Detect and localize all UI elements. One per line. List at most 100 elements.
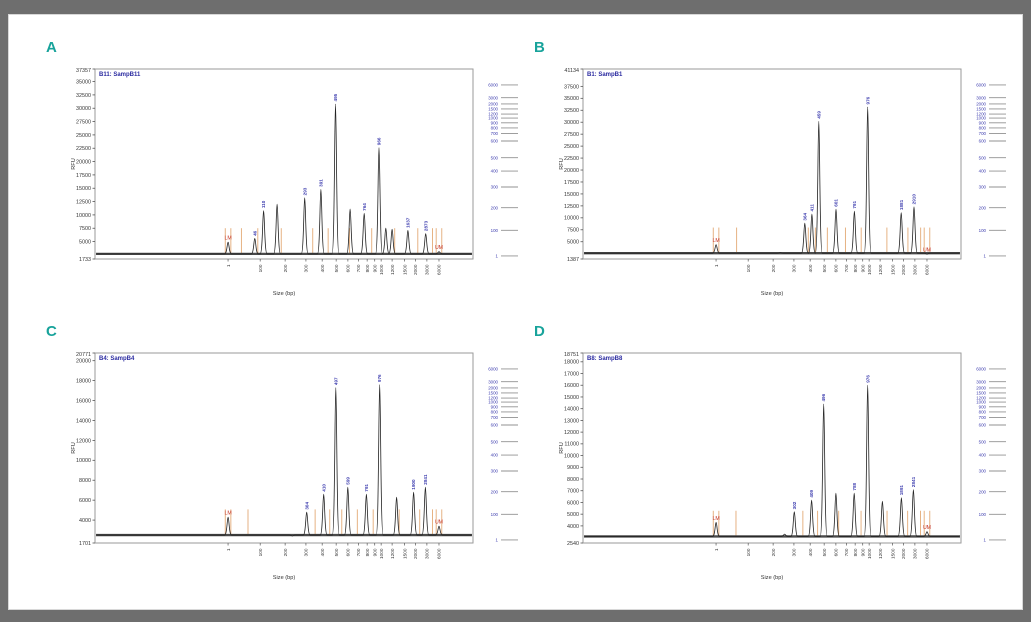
svg-text:400: 400 (320, 264, 325, 272)
svg-text:700: 700 (491, 131, 499, 136)
svg-text:1000: 1000 (379, 548, 384, 559)
svg-text:20000: 20000 (76, 359, 91, 365)
svg-text:300: 300 (491, 469, 499, 474)
svg-text:16000: 16000 (564, 383, 579, 389)
svg-text:800: 800 (365, 264, 370, 272)
svg-text:200: 200 (491, 205, 499, 210)
svg-text:1000: 1000 (379, 264, 384, 275)
svg-text:976: 976 (865, 96, 870, 104)
svg-text:RFU: RFU (71, 442, 77, 454)
svg-text:200: 200 (979, 205, 987, 210)
svg-text:1701: 1701 (79, 541, 91, 547)
svg-text:6000: 6000 (976, 367, 986, 372)
svg-text:1500: 1500 (488, 391, 498, 396)
svg-text:2000: 2000 (488, 102, 498, 107)
svg-text:600: 600 (491, 423, 499, 428)
svg-text:900: 900 (372, 264, 377, 272)
svg-text:800: 800 (979, 126, 987, 131)
svg-text:900: 900 (860, 548, 865, 556)
svg-text:1891: 1891 (899, 485, 904, 496)
svg-text:1: 1 (714, 548, 719, 551)
svg-text:800: 800 (853, 548, 858, 556)
svg-text:600: 600 (346, 548, 351, 556)
svg-text:25000: 25000 (564, 144, 579, 150)
svg-text:B1: SampB1: B1: SampB1 (587, 72, 623, 78)
svg-text:41134: 41134 (564, 68, 579, 74)
svg-text:17500: 17500 (76, 173, 91, 179)
svg-text:Size (bp): Size (bp) (761, 575, 784, 581)
svg-text:300: 300 (792, 548, 797, 556)
svg-text:100: 100 (491, 512, 499, 517)
svg-text:200: 200 (771, 548, 776, 556)
svg-text:900: 900 (491, 404, 499, 409)
svg-text:2000: 2000 (901, 548, 906, 559)
svg-text:788: 788 (852, 482, 857, 490)
svg-text:1500: 1500 (402, 264, 407, 275)
svg-text:14000: 14000 (564, 407, 579, 413)
svg-text:300: 300 (491, 185, 499, 190)
svg-text:900: 900 (979, 404, 987, 409)
svg-text:500: 500 (334, 264, 339, 272)
svg-text:2873: 2873 (423, 220, 428, 231)
svg-text:4000: 4000 (79, 518, 91, 524)
svg-text:400: 400 (808, 264, 813, 272)
svg-text:1000: 1000 (976, 116, 986, 121)
svg-text:17500: 17500 (564, 180, 579, 186)
svg-text:6000: 6000 (488, 83, 498, 88)
svg-text:20771: 20771 (76, 352, 91, 358)
svg-text:RFU: RFU (559, 442, 565, 454)
svg-text:3000: 3000 (488, 379, 498, 384)
svg-text:20000: 20000 (564, 168, 579, 174)
svg-text:6000: 6000 (567, 500, 579, 506)
svg-text:B4: SampB4: B4: SampB4 (99, 356, 135, 362)
svg-text:800: 800 (853, 264, 858, 272)
svg-text:1000: 1000 (867, 548, 872, 559)
svg-text:37500: 37500 (564, 84, 579, 90)
svg-text:12500: 12500 (564, 204, 579, 210)
svg-text:2000: 2000 (976, 386, 986, 391)
svg-text:976: 976 (377, 374, 382, 382)
svg-text:900: 900 (979, 120, 987, 125)
electropherogram-panel-a: 37357 1733 35000 32500 30000 27500 25000 22500 2… (71, 68, 518, 297)
svg-text:1000: 1000 (488, 400, 498, 405)
svg-text:600: 600 (834, 264, 839, 272)
svg-text:300: 300 (979, 469, 987, 474)
svg-text:4000: 4000 (567, 524, 579, 530)
svg-text:3000: 3000 (913, 548, 918, 559)
svg-text:18000: 18000 (76, 379, 91, 385)
svg-text:1: 1 (226, 264, 231, 267)
svg-text:500: 500 (491, 439, 499, 444)
svg-text:27500: 27500 (76, 119, 91, 125)
svg-text:2000: 2000 (413, 548, 418, 559)
svg-text:2000: 2000 (901, 264, 906, 275)
svg-text:1500: 1500 (890, 548, 895, 559)
svg-text:8000: 8000 (79, 478, 91, 484)
svg-text:200: 200 (283, 548, 288, 556)
svg-text:411: 411 (809, 204, 814, 212)
svg-text:3000: 3000 (425, 548, 430, 559)
panel-letter-b: B (534, 39, 546, 56)
svg-text:1500: 1500 (890, 264, 895, 275)
svg-text:RFU: RFU (71, 158, 77, 170)
svg-text:600: 600 (491, 139, 499, 144)
svg-text:2000: 2000 (976, 102, 986, 107)
svg-text:32500: 32500 (76, 93, 91, 99)
svg-text:3000: 3000 (913, 264, 918, 275)
svg-text:600: 600 (834, 548, 839, 556)
svg-text:700: 700 (979, 415, 987, 420)
svg-text:2910: 2910 (912, 194, 917, 205)
svg-text:RFU: RFU (559, 158, 565, 170)
svg-text:1200: 1200 (878, 264, 883, 275)
svg-text:6000: 6000 (925, 264, 930, 275)
svg-text:800: 800 (491, 126, 499, 131)
svg-text:Size (bp): Size (bp) (273, 291, 296, 297)
svg-text:UM: UM (923, 525, 931, 531)
svg-text:3000: 3000 (976, 379, 986, 384)
svg-text:409: 409 (809, 489, 814, 497)
svg-text:495: 495 (333, 93, 338, 101)
svg-text:2000: 2000 (413, 264, 418, 275)
svg-text:B11: SampB11: B11: SampB11 (99, 72, 141, 78)
svg-text:300: 300 (979, 185, 987, 190)
svg-text:459: 459 (816, 111, 821, 119)
svg-text:6000: 6000 (488, 367, 498, 372)
